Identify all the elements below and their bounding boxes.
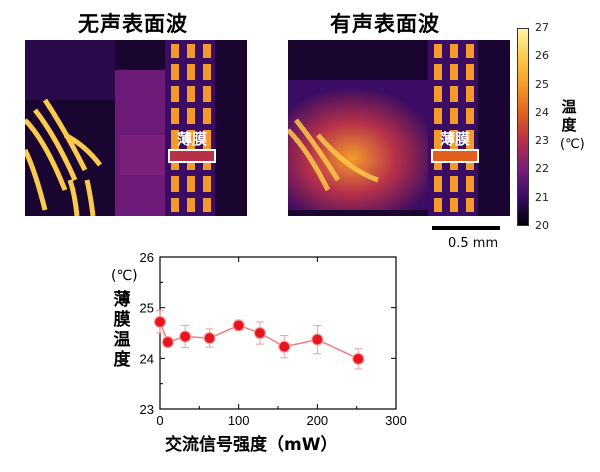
left-panel-title: 无声表面波 bbox=[78, 12, 188, 36]
chart-y-axis-unit: (℃) bbox=[111, 268, 138, 284]
scale-bar-label: 0.5 mm bbox=[448, 236, 499, 251]
y-tick-label: 26 bbox=[140, 250, 154, 265]
y-tick-label: 25 bbox=[140, 301, 154, 316]
thermal-image-with-saw bbox=[288, 40, 510, 216]
x-tick-label: 200 bbox=[306, 413, 328, 428]
colorbar-tick-label: 22 bbox=[535, 162, 549, 176]
thermal-image-without-saw bbox=[25, 40, 247, 216]
data-point bbox=[232, 319, 245, 332]
colorbar-tick-label: 24 bbox=[535, 105, 549, 119]
film-label-right: 薄膜 bbox=[440, 130, 471, 148]
data-point bbox=[161, 336, 174, 349]
data-point bbox=[179, 330, 192, 343]
data-point bbox=[203, 331, 216, 345]
data-point bbox=[253, 326, 267, 340]
scale-bar bbox=[432, 226, 500, 230]
colorbar-tick-label: 20 bbox=[535, 219, 549, 232]
data-point bbox=[153, 315, 167, 328]
y-tick-label: 23 bbox=[140, 402, 154, 417]
right-panel-title: 有声表面波 bbox=[330, 12, 440, 36]
colorbar-tick-label: 21 bbox=[535, 190, 549, 204]
chart-x-axis-label: 交流信号强度（mW） bbox=[165, 435, 338, 455]
data-point bbox=[278, 340, 291, 353]
colorbar-tick-label: 25 bbox=[535, 77, 549, 91]
x-tick-label: 100 bbox=[228, 413, 250, 428]
chart-y-axis-label: (℃) 薄膜温度 bbox=[111, 268, 138, 370]
plot-frame bbox=[159, 256, 397, 410]
colorbar-tick-label: 23 bbox=[535, 134, 549, 148]
colorbar-tick-label: 26 bbox=[535, 49, 549, 63]
colorbar-unit: (℃) bbox=[560, 137, 585, 152]
temperature-colorbar bbox=[517, 28, 529, 226]
x-tick-label: 300 bbox=[385, 413, 407, 428]
film-label-left: 薄膜 bbox=[177, 130, 208, 148]
colorbar-title: 温度 (℃) bbox=[560, 98, 585, 152]
y-tick-label: 24 bbox=[140, 351, 154, 366]
data-point bbox=[352, 352, 365, 365]
colorbar-tick-label: 27 bbox=[535, 21, 549, 34]
x-tick-label: 0 bbox=[156, 413, 163, 428]
data-point bbox=[311, 333, 324, 346]
